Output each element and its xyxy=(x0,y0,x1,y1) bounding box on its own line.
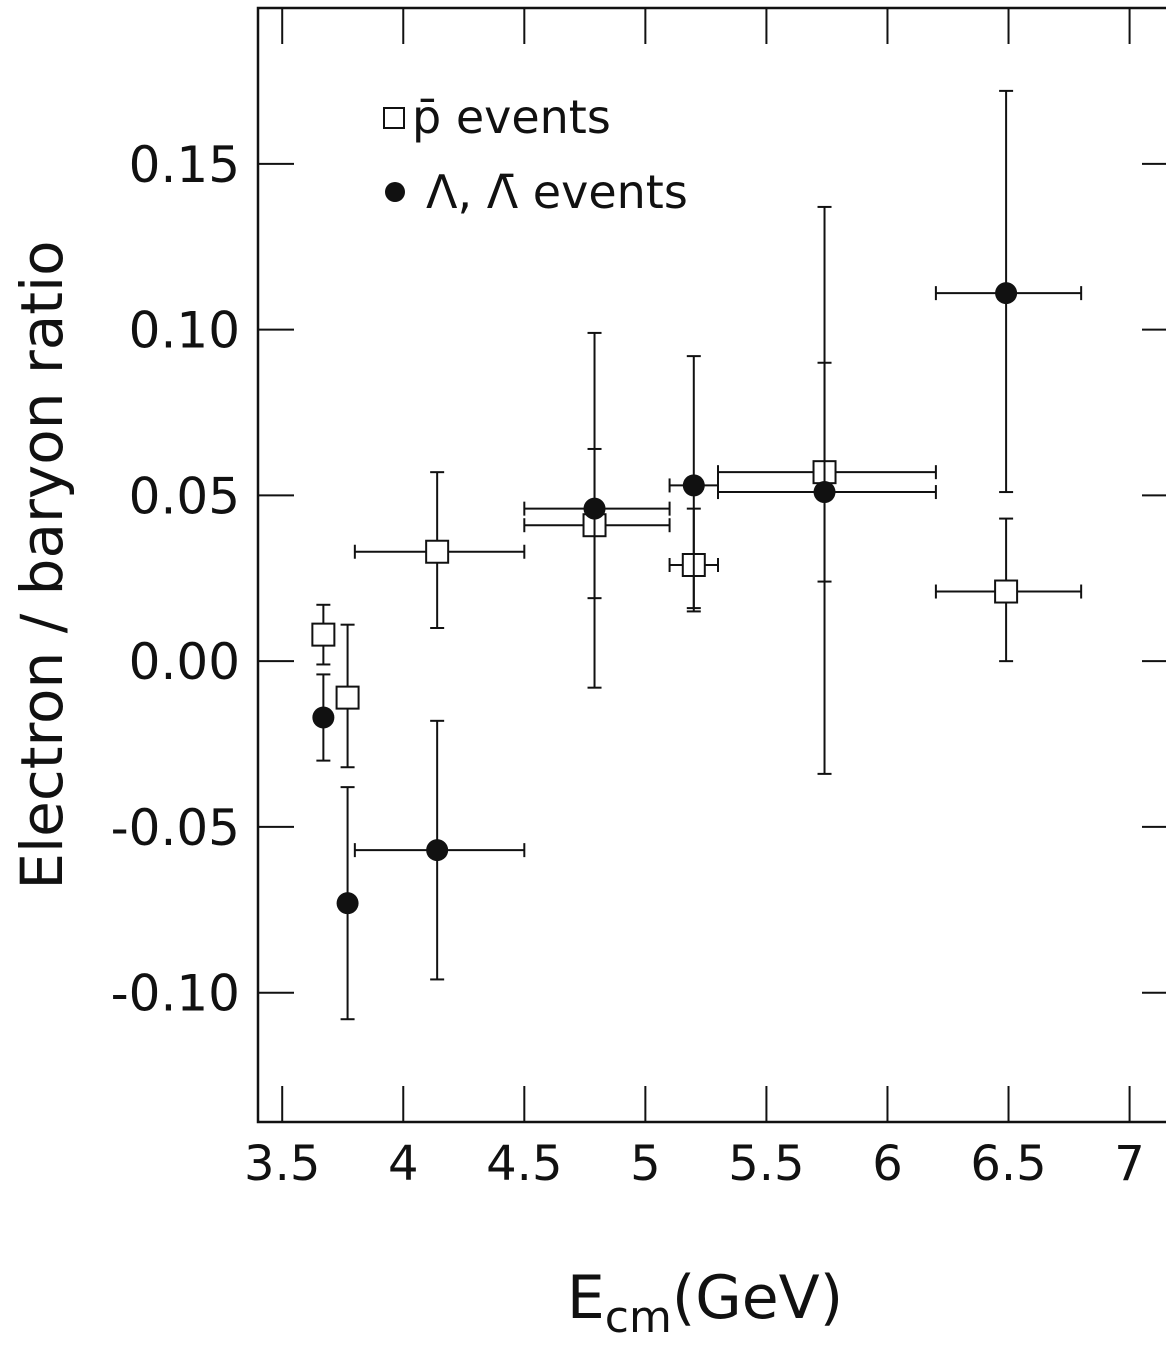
x-tick-label: 6.5 xyxy=(970,1136,1046,1192)
legend-filled-circle-marker xyxy=(385,182,405,202)
data-point xyxy=(312,673,335,762)
data-point xyxy=(311,603,336,666)
y-tick-label: 0.15 xyxy=(129,136,240,194)
data-point xyxy=(353,471,526,629)
data-point xyxy=(523,447,671,600)
filled-circle-marker xyxy=(813,481,836,504)
legend-label-pbar-text: events xyxy=(441,90,611,144)
filled-circle-marker xyxy=(995,282,1018,305)
data-point xyxy=(668,355,719,613)
open-square-marker xyxy=(311,622,336,647)
x-axis-label: Ecm(GeV) xyxy=(567,1263,843,1343)
filled-circle-marker xyxy=(682,474,705,497)
x-tick-label: 5.5 xyxy=(728,1136,804,1192)
series-lambda-events xyxy=(312,89,1083,1021)
data-point xyxy=(336,786,359,1021)
legend-label-pbar: p̄ events xyxy=(412,90,611,144)
open-square-marker xyxy=(335,685,360,710)
legend-open-square-marker xyxy=(383,107,405,129)
x-tick-label: 3.5 xyxy=(244,1136,320,1192)
x-tick-label: 4.5 xyxy=(486,1136,562,1192)
y-tick-label: -0.05 xyxy=(111,799,240,857)
data-point xyxy=(523,331,671,689)
legend: p̄ events Λ, Λ̄ events xyxy=(383,90,688,219)
x-tick-label: 7 xyxy=(1114,1136,1145,1192)
open-square-marker xyxy=(994,579,1019,604)
legend-label-lambda: Λ, Λ̄ events xyxy=(426,165,688,219)
y-tick-label: -0.10 xyxy=(111,965,240,1023)
y-axis-label: Electron / baryon ratio xyxy=(8,240,76,889)
data-points xyxy=(311,89,1083,1021)
plot-frame xyxy=(256,6,1166,1124)
data-point xyxy=(717,205,937,775)
series-pbar-events xyxy=(311,361,1083,769)
x-tick-label: 6 xyxy=(872,1136,903,1192)
data-point xyxy=(934,517,1083,663)
filled-circle-marker xyxy=(312,706,335,729)
open-square-marker xyxy=(425,539,450,564)
legend-label-lambda-symbol: Λ, Λ̄ xyxy=(426,165,519,219)
x-axis-label-subscript: cm xyxy=(605,1292,672,1343)
x-tick-label: 5 xyxy=(630,1136,661,1192)
legend-label-pbar-symbol: p̄ xyxy=(412,90,441,144)
y-tick-label: 0.10 xyxy=(129,302,240,360)
data-point xyxy=(353,719,526,981)
data-point xyxy=(335,623,360,769)
filled-circle-marker xyxy=(426,839,449,862)
legend-label-lambda-text: events xyxy=(518,165,688,219)
y-tick-label: 0.05 xyxy=(129,467,240,525)
y-tick-label: 0.00 xyxy=(129,633,240,691)
x-axis-label-unit: (GeV) xyxy=(672,1263,843,1333)
filled-circle-marker xyxy=(583,497,606,520)
data-point xyxy=(717,361,937,583)
x-axis-label-main: E xyxy=(567,1263,605,1333)
x-tick-label: 4 xyxy=(388,1136,419,1192)
axis-ticks: 3.5 4 4.5 5 5.5 6 6.5 7 -0.10 -0.05 0.00 0.05 0.10 0.… xyxy=(111,8,1166,1192)
filled-circle-marker xyxy=(336,892,359,915)
data-point xyxy=(934,89,1083,494)
